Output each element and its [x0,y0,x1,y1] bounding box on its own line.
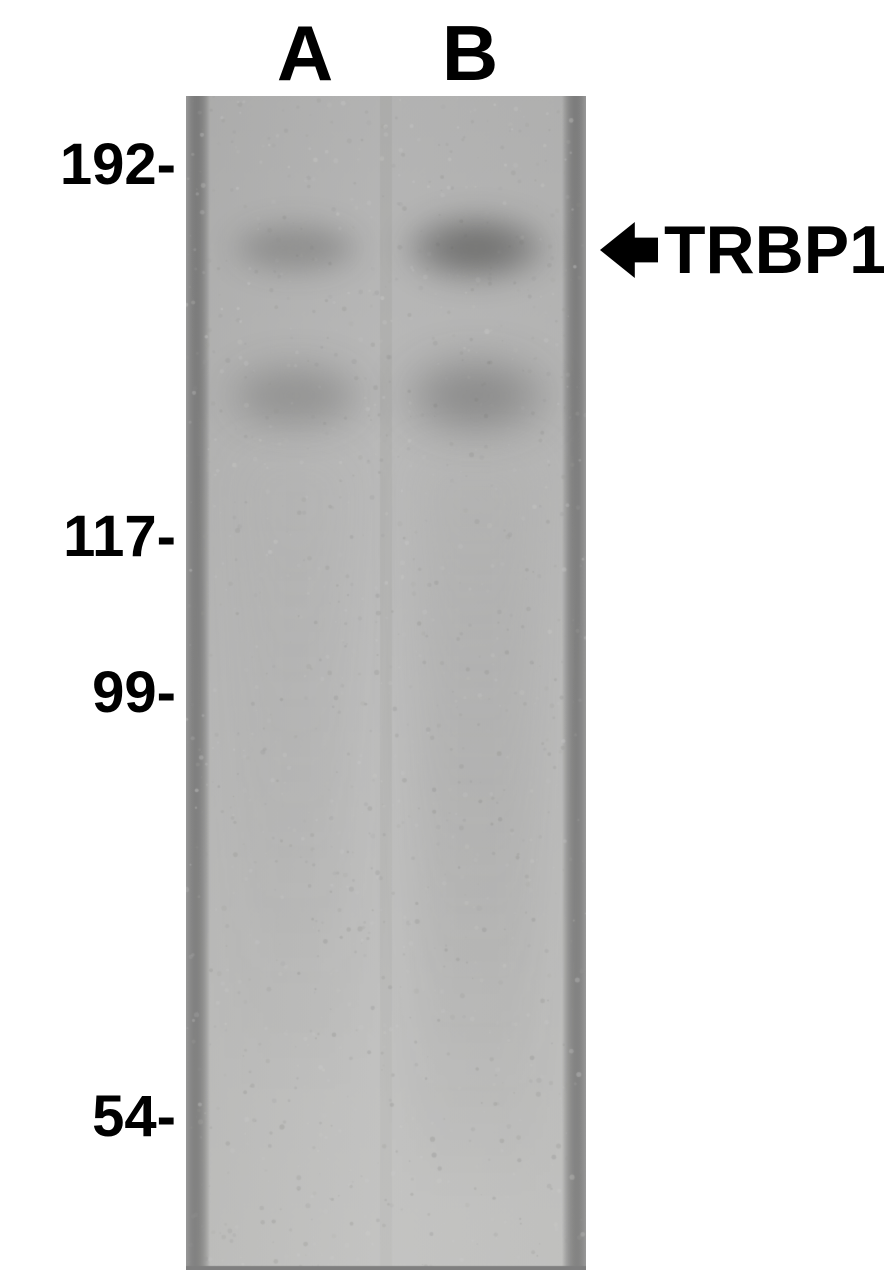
gel-canvas [186,96,586,1270]
gel-image [186,96,586,1270]
marker-label-1: 117- [0,503,176,570]
arrow-left-icon [600,222,658,278]
protein-label: TRBP1 [600,211,884,289]
marker-label-2: 99- [0,659,176,726]
marker-label-3: 54- [0,1083,176,1150]
protein-label-text: TRBP1 [664,211,884,289]
lane-label-a: A [270,8,340,99]
western-blot-figure: A B 192- 117- 99- 54- TRBP1 [0,0,884,1280]
marker-label-0: 192- [0,131,176,198]
lane-label-b: B [435,8,505,99]
